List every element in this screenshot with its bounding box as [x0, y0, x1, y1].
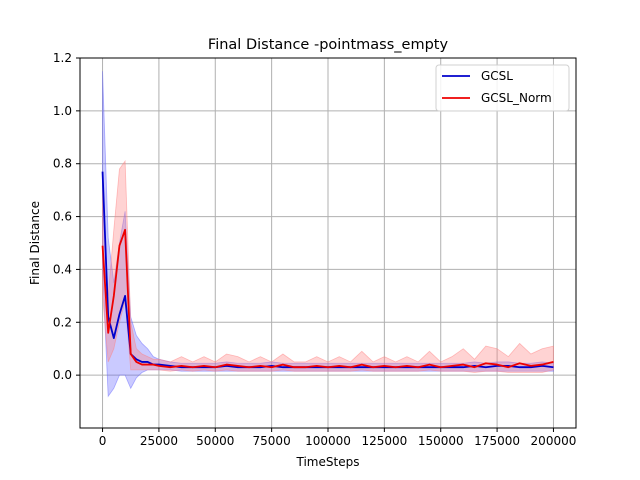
x-tick-label: 100000	[305, 434, 351, 448]
y-tick-label: 0.8	[53, 157, 72, 171]
line-gcsl-norm	[101, 228, 554, 369]
legend-label: GCSL_Norm	[481, 91, 552, 105]
chart-title: Final Distance -pointmass_empty	[208, 37, 449, 53]
x-tick-label: 125000	[361, 434, 407, 448]
series-lines	[101, 171, 554, 369]
y-tick-label: 0.2	[53, 315, 72, 329]
y-tick-label: 1.0	[53, 104, 72, 118]
x-tick-label: 175000	[474, 434, 520, 448]
grid-lines	[80, 57, 576, 428]
x-axis-ticks: 0 25000 50000 75000 100000 125000 150000 175000…	[99, 428, 577, 448]
x-axis-label: TimeSteps	[296, 455, 360, 469]
band-gcsl-norm	[102, 159, 554, 373]
y-axis-ticks: 0.0 0.2 0.4 0.6 0.8 1.0 1.2	[53, 51, 80, 382]
x-tick-label: 75000	[253, 434, 291, 448]
x-tick-label: 200000	[531, 434, 577, 448]
x-tick-label: 50000	[196, 434, 234, 448]
y-tick-label: 0.0	[53, 368, 72, 382]
legend-label: GCSL	[481, 69, 513, 83]
x-tick-label: 25000	[140, 434, 178, 448]
y-tick-label: 0.4	[53, 262, 72, 276]
y-axis-label: Final Distance	[28, 201, 42, 285]
y-tick-label: 0.6	[53, 210, 72, 224]
legend: GCSL GCSL_Norm	[435, 64, 570, 112]
y-tick-label: 1.2	[53, 51, 72, 65]
x-tick-label: 0	[99, 434, 107, 448]
x-tick-label: 150000	[418, 434, 464, 448]
